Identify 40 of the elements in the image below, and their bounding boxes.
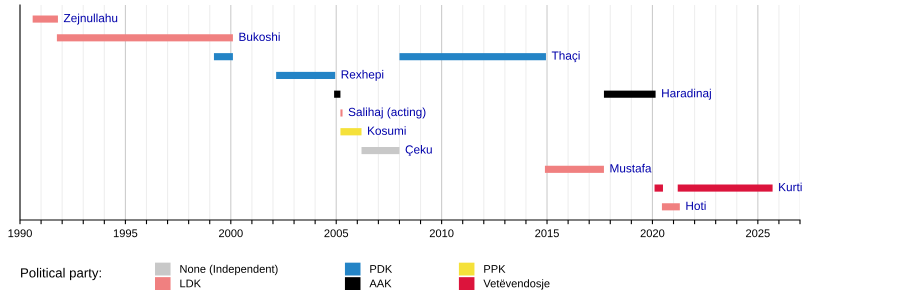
x-tick-label: 2005 xyxy=(324,229,348,238)
legend-label: PPK xyxy=(484,265,506,273)
legend-label: None (Independent) xyxy=(180,264,278,276)
legend-label: AAK xyxy=(369,280,392,288)
bar xyxy=(340,109,343,117)
bar xyxy=(32,16,58,23)
bar xyxy=(362,146,400,154)
y-tick-label: Rexhepi xyxy=(342,70,384,81)
bar xyxy=(678,184,773,192)
bar xyxy=(662,203,680,210)
legend-label: Vetëvendosje xyxy=(483,279,550,290)
bar xyxy=(340,128,362,136)
y-tick-label: Çeku xyxy=(406,144,432,156)
y-tick-label: Zejnullahu xyxy=(64,14,118,25)
x-tick-label: 1995 xyxy=(114,229,138,238)
bar xyxy=(214,53,233,60)
bar xyxy=(654,184,663,192)
bar xyxy=(56,34,233,42)
x-tick-label: 2025 xyxy=(746,229,770,238)
y-tick-label: Kosumi xyxy=(368,126,406,135)
bar xyxy=(604,90,656,98)
y-tick-label: Kurti xyxy=(779,182,802,192)
y-tick-label: Mustafa xyxy=(610,164,652,172)
x-tick-label: 2015 xyxy=(535,229,559,238)
bar xyxy=(399,53,546,60)
legend-title: Political party: xyxy=(21,268,101,280)
y-tick-label: Bukoshi xyxy=(239,32,280,42)
y-tick-label: Salihaj (acting) xyxy=(348,107,426,118)
y-tick-label: Thaçi xyxy=(552,51,580,62)
bar xyxy=(276,72,336,79)
y-tick-label: Hoti xyxy=(686,201,706,210)
legend-label: LDK xyxy=(180,280,201,288)
bar xyxy=(544,166,604,173)
y-tick-label: Haradinaj xyxy=(662,88,711,100)
legend-label: PDK xyxy=(370,265,392,273)
x-tick-label: 2020 xyxy=(640,229,664,238)
x-tick-label: 1990 xyxy=(8,229,32,238)
x-tick-label: 2000 xyxy=(219,229,243,238)
bar xyxy=(334,90,340,98)
x-tick-label: 2010 xyxy=(430,229,454,238)
